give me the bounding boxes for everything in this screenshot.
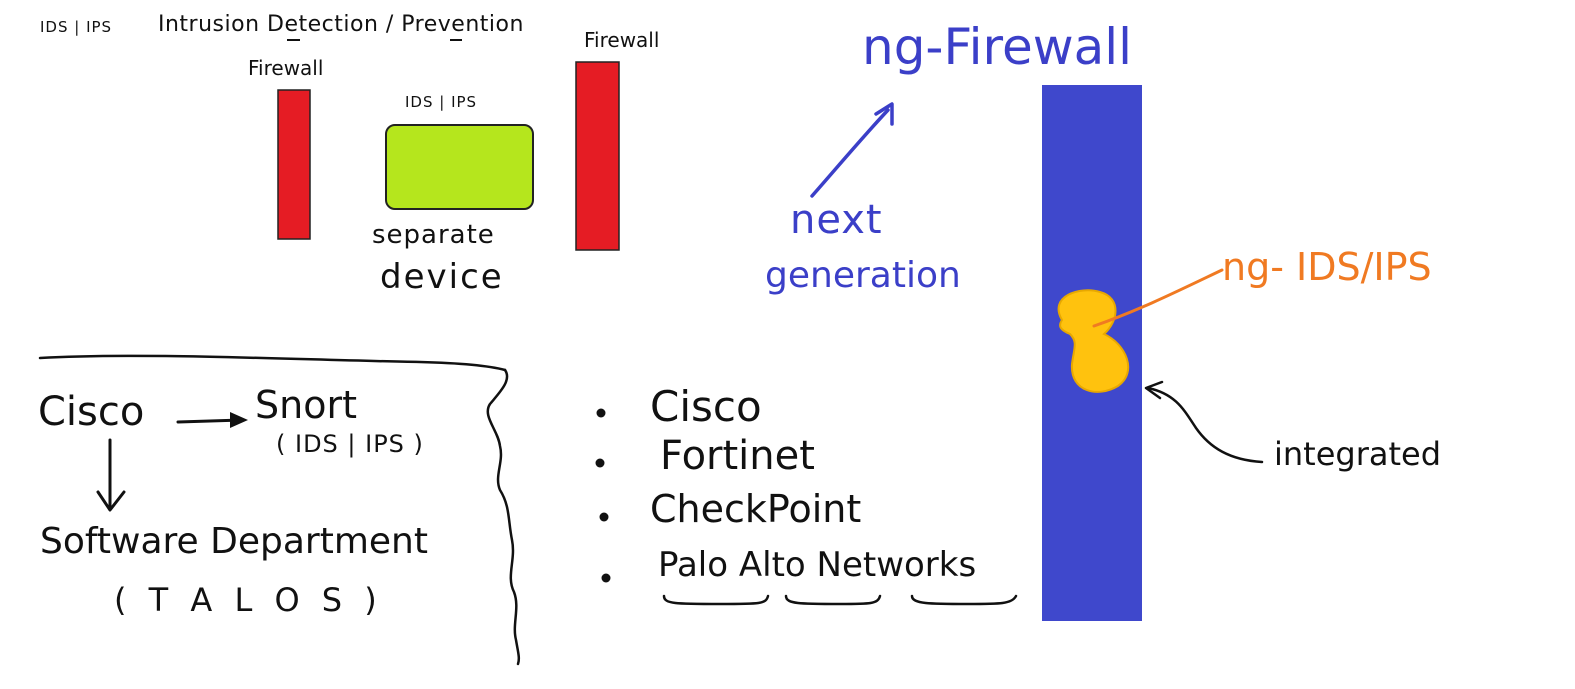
ng-ids-blob <box>1057 289 1130 393</box>
ids-ips-device-box <box>385 124 534 210</box>
palo-underline <box>662 594 770 606</box>
next-gen-arrow-line <box>810 108 890 198</box>
cisco-snort-arrowhead <box>230 412 248 428</box>
ng-ids-ips-label: ng- IDS/IPS <box>1222 245 1432 289</box>
snort-label: Snort <box>255 383 357 427</box>
ng-firewall-title: ng-Firewall <box>862 18 1133 76</box>
vendor-item: Cisco <box>650 382 762 431</box>
alto-underline <box>784 594 882 606</box>
vendor-item: Fortinet <box>660 433 815 479</box>
snort-sub-label: ( IDS | IPS ) <box>276 430 424 458</box>
firewall-left-label: Firewall <box>248 56 324 80</box>
vendor-bullet <box>601 573 611 583</box>
talos-label: ( T A L O S ) <box>114 581 383 619</box>
vendor-bullet <box>599 512 609 522</box>
next-gen-arrowhead <box>874 102 894 126</box>
vendor-bullet <box>596 408 606 418</box>
header-title: Intrusion Detection / Prevention <box>158 12 524 37</box>
device-label: IDS | IPS <box>405 93 478 111</box>
vendor-bullet <box>595 458 605 468</box>
cisco-down-arrowhead <box>96 490 126 512</box>
cisco-box-right-border <box>486 368 521 666</box>
cisco-box-top-border <box>38 354 507 372</box>
header-abbr: IDS | IPS <box>40 18 113 36</box>
software-department-label: Software Department <box>40 521 428 562</box>
generation-label: generation <box>765 255 961 296</box>
cisco-label: Cisco <box>38 389 145 435</box>
separate-label: separate <box>372 220 495 250</box>
device-word-label: device <box>380 257 504 297</box>
integrated-arrow-line <box>1146 386 1264 464</box>
integrated-arrowhead <box>1144 380 1164 400</box>
vendor-item: Palo Alto Networks <box>658 545 977 585</box>
next-label: next <box>790 197 883 243</box>
firewall-right-label: Firewall <box>584 28 660 52</box>
ng-ids-pointer-line <box>1092 268 1224 328</box>
networks-underline <box>910 594 1018 606</box>
vendor-item: CheckPoint <box>650 487 862 531</box>
integrated-label: integrated <box>1274 435 1442 473</box>
firewall-right-bar <box>575 61 620 251</box>
firewall-left-bar <box>277 89 311 240</box>
